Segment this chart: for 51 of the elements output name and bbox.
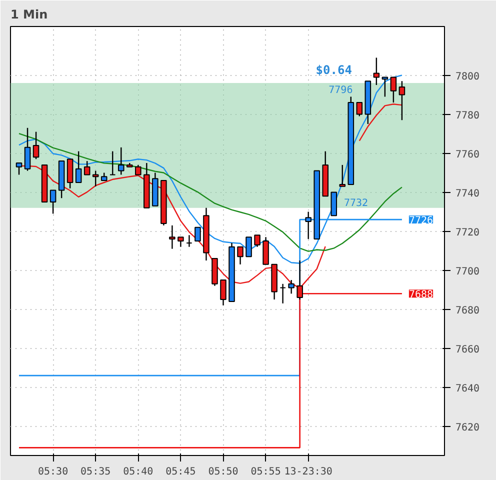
y-tick-label: 7720 <box>456 227 480 238</box>
y-tick-label: 7700 <box>456 266 480 278</box>
candlestick <box>24 127 31 172</box>
x-tick-label: 05:30 <box>38 466 68 478</box>
x-tick-label: 05:45 <box>166 466 196 478</box>
x-tick-label: 05:55 <box>250 466 281 478</box>
candlestick <box>330 192 338 216</box>
candlestick <box>305 211 312 240</box>
candlestick <box>262 236 269 265</box>
candlestick <box>186 234 192 248</box>
candlestick <box>280 283 286 304</box>
candlestick <box>92 170 99 187</box>
y-tick-label: 7800 <box>456 71 480 82</box>
candlestick <box>356 102 363 117</box>
x-tick-label: 05:40 <box>123 466 154 478</box>
candlestick <box>84 160 90 176</box>
y-tick-label: 7620 <box>456 422 480 434</box>
candlestick <box>135 164 142 176</box>
candlestick <box>178 236 184 248</box>
x-tick-label: 05:50 <box>208 466 238 478</box>
candlestick <box>246 236 252 258</box>
candlestick <box>373 57 380 86</box>
candlestick <box>75 150 82 184</box>
y-tick-label: 7760 <box>456 149 480 160</box>
y-tick-label: 7780 <box>456 110 480 122</box>
annotation: 7796 <box>328 85 353 96</box>
y-tick-label: 7680 <box>456 305 480 316</box>
candlestick <box>339 164 346 187</box>
x-tick-label: 13-23:30 <box>284 466 332 478</box>
candlestick <box>382 76 388 98</box>
y-tick-label: 7660 <box>456 344 480 356</box>
candlestick <box>16 162 22 176</box>
candlestick <box>237 246 244 265</box>
data-label: 7726 <box>408 216 434 227</box>
candlestick <box>288 279 294 294</box>
line-series <box>18 132 403 252</box>
annotation: 7732 <box>344 198 368 209</box>
y-tick-label: 7640 <box>456 383 480 394</box>
candlestick <box>254 234 260 248</box>
candlestick <box>109 150 116 176</box>
candlestick <box>50 190 56 214</box>
chart-title: 1 Min <box>10 8 48 22</box>
x-tick-label: 05:35 <box>80 466 111 478</box>
candlestick <box>194 226 201 242</box>
candlestick <box>118 146 124 176</box>
y-tick-label: 7740 <box>456 188 480 200</box>
candlestick <box>66 158 74 189</box>
candlestick <box>32 131 40 160</box>
candlestick <box>169 224 176 250</box>
candlestick <box>220 279 226 306</box>
band-label: $0.64 <box>316 63 352 78</box>
